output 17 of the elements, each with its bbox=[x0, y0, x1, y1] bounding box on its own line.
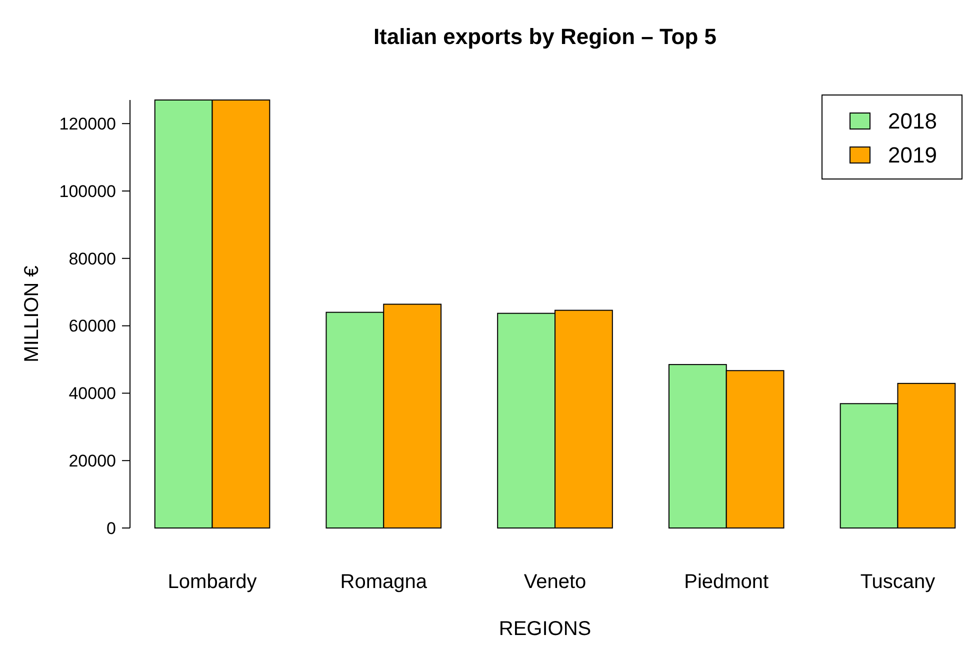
y-tick-label: 80000 bbox=[68, 249, 116, 268]
x-tick-label: Piedmont bbox=[684, 571, 770, 593]
y-tick-label: 120000 bbox=[59, 114, 116, 134]
x-tick-label: Lombardy bbox=[168, 571, 257, 593]
chart-title: Italian exports by Region – Top 5 bbox=[373, 24, 717, 49]
y-tick-label: 0 bbox=[106, 518, 116, 538]
legend-label: 2019 bbox=[888, 142, 937, 168]
x-tick-label: Veneto bbox=[524, 571, 586, 593]
x-tick-label: Romagna bbox=[340, 571, 428, 593]
x-axis-title: REGIONS bbox=[498, 618, 592, 640]
y-axis-title: MILLION € bbox=[21, 266, 43, 362]
x-tick-label: Tuscany bbox=[860, 571, 936, 593]
y-tick-label: 40000 bbox=[68, 384, 116, 404]
y-tick-label: 60000 bbox=[68, 316, 116, 336]
y-tick-label: 100000 bbox=[59, 182, 116, 201]
y-tick-label: 20000 bbox=[68, 452, 116, 471]
legend-label: 2018 bbox=[888, 108, 937, 134]
